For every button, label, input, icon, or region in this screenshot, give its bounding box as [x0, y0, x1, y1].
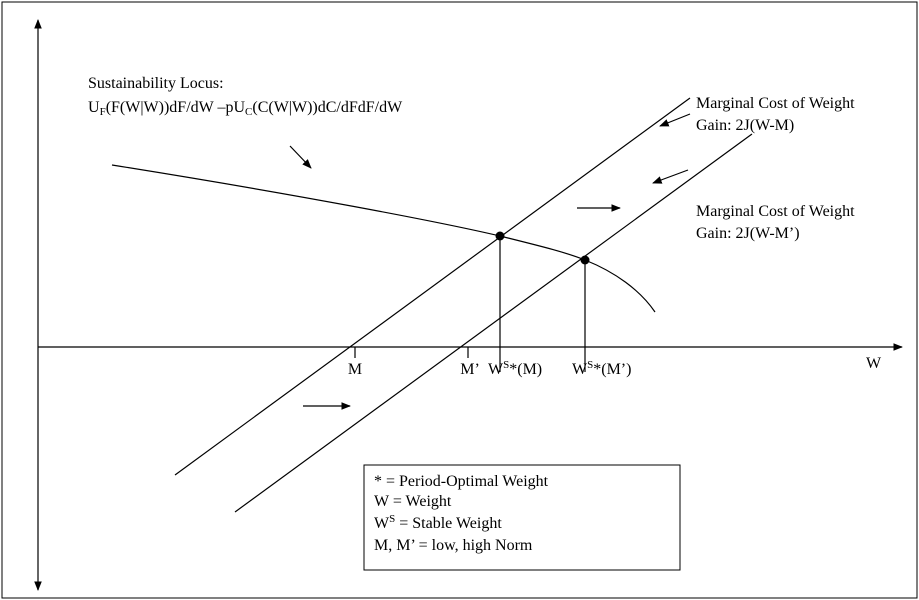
locus-title: Sustainability Locus:	[88, 75, 224, 92]
legend-item: W = Weight	[374, 493, 452, 510]
cost-line-m	[174, 97, 691, 476]
arrow	[652, 169, 689, 184]
legend-item: WS = Stable Weight	[374, 513, 502, 532]
tick-label: M’	[460, 361, 480, 378]
x-axis-label: W	[866, 355, 882, 372]
legend-box	[363, 464, 681, 571]
line-label: Marginal Cost of Weight	[696, 203, 855, 220]
line-label: Marginal Cost of Weight	[696, 95, 855, 112]
legend-item: M, M’ = low, high Norm	[374, 537, 533, 554]
point-label: WS*(M)	[488, 359, 542, 378]
legend-item: * = Period-Optimal Weight	[374, 473, 549, 490]
arrow	[289, 145, 312, 169]
arrow	[659, 113, 691, 127]
cost-line-m-prime	[234, 133, 753, 513]
line-label: Gain: 2J(W-M’)	[696, 225, 800, 242]
equilibrium-dot	[580, 255, 590, 265]
point-label: WS*(M’)	[572, 359, 631, 378]
tick-label: M	[348, 361, 362, 378]
line-label: Gain: 2J(W-M)	[696, 117, 794, 134]
equilibrium-dot	[495, 231, 505, 241]
locus-curve	[111, 164, 656, 313]
locus-formula: UF(F(W|W))dF/dW –pUC(C(W|W))dC/dFdF/dW	[88, 99, 403, 118]
